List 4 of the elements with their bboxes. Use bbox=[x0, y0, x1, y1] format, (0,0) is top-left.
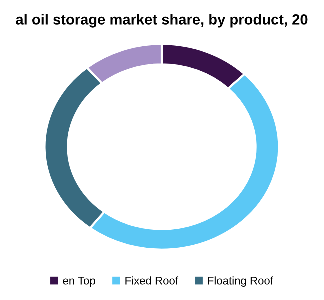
chart-title: al oil storage market share, by product, 20 bbox=[16, 14, 308, 28]
legend-label: Fixed Roof bbox=[126, 276, 179, 285]
legend-label: en Top bbox=[63, 277, 96, 287]
legend-label: Floating Roof bbox=[208, 276, 274, 287]
